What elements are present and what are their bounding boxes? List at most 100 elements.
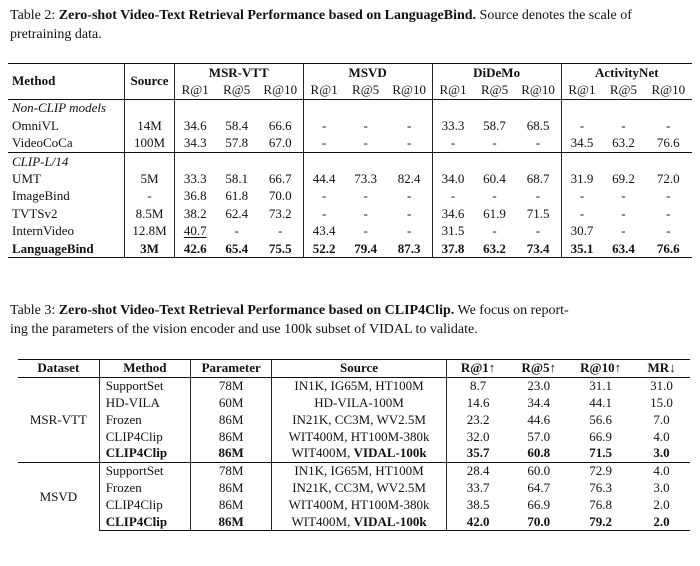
table2-value-cell: -: [560, 117, 603, 135]
table3-row: MSR-VTT SupportSet 78M IN1K, IG65M, HT100M 8…: [18, 377, 690, 427]
table2-value-cell: -: [492, 188, 497, 204]
table2-value-cell: -: [363, 117, 368, 133]
table2-title: Zero-shot Video-Text Retrieval Performan…: [58, 8, 477, 23]
table2-cell: [344, 98, 387, 118]
table3-source-cell: WIT400M, HT100M-380k: [271, 496, 447, 514]
table3-mr-cell: 4.0: [653, 428, 670, 444]
table2-value-cell: 72.0: [656, 171, 680, 187]
table2-value-cell: 31.5: [431, 222, 474, 240]
table3-param-cell: 78M: [190, 461, 272, 480]
table3-param-cell: 86M: [190, 496, 272, 514]
table2-value-cell: 71.5: [526, 205, 550, 221]
table2-header-metric: R@10: [515, 81, 562, 100]
table2-value-cell: 68.7: [526, 171, 550, 187]
table3-header-parameter: Parameter: [190, 359, 272, 378]
table2-cell: [257, 151, 304, 171]
table3-mr-cell: 3.0: [653, 445, 670, 461]
table2-value-cell: -: [302, 187, 345, 206]
table2-source-cell: -: [124, 187, 175, 206]
table2-cell: [215, 151, 258, 171]
table3-r5-cell: 60.0: [509, 461, 569, 480]
table3-r5-cell: 60.8: [527, 445, 551, 461]
table2-cell: [644, 151, 692, 171]
table2-cell: [602, 98, 645, 118]
table2-value-cell: -: [407, 223, 412, 239]
table3-r1-cell: 23.2: [445, 411, 510, 429]
table2-cell: [344, 151, 387, 171]
table3-param-cell: 86M: [190, 444, 272, 463]
table2-value-cell: -: [560, 205, 603, 223]
table3-r10-cell: 31.1: [589, 378, 612, 394]
table3-row: CLIP4Clip 86M WIT400M, HT100M-380k 38.5 66.9…: [18, 496, 690, 514]
table2-header-metric: R@1: [431, 81, 474, 100]
table3-source-cell: WIT400M, VIDAL-100k: [271, 513, 447, 531]
table3-row: CLIP4Clip 86M WIT400M, HT100M-380k 32.0 57.0…: [18, 428, 690, 445]
table2-value-cell: -: [407, 205, 412, 221]
table2-value-cell: -: [535, 223, 541, 239]
table2-cell: [215, 98, 258, 118]
table2-value-cell: -: [535, 135, 541, 151]
table2-value-cell: 70.0: [268, 188, 292, 204]
table2-value-cell: 52.2: [302, 239, 345, 259]
table2-method-cell: OmniVL: [12, 117, 59, 133]
table2-header-metric: R@10: [644, 81, 692, 100]
table3-r1-cell: 14.6: [445, 394, 510, 412]
table2-value-cell: -: [363, 223, 368, 239]
table3-source-highlight: VIDAL-100k: [353, 513, 427, 529]
table2-cell: [515, 98, 562, 118]
table2-value-cell: 66.7: [268, 171, 292, 187]
table3-param-cell: 78M: [190, 377, 272, 395]
table2-cell: [560, 151, 603, 171]
table2-value-cell: 38.2: [173, 205, 216, 223]
table3-header-source: Source: [271, 359, 447, 378]
table2-value-cell: 62.4: [225, 205, 249, 221]
table2-header-metric: R@1: [302, 81, 345, 100]
table2-value-cell: 43.4: [302, 222, 345, 240]
table2-value-cell: -: [302, 117, 345, 135]
table2-value-cell: 79.4: [344, 239, 387, 259]
table2-cell: [644, 98, 692, 118]
table2-value-cell: 35.1: [560, 239, 603, 259]
table3-r10-cell: 76.3: [589, 479, 612, 495]
table2-value-cell: 63.2: [612, 135, 635, 151]
table2-value-cell: -: [666, 188, 671, 204]
table2-value-cell: 44.4: [302, 170, 345, 188]
table2-cell: [431, 98, 474, 118]
table2-cell: [173, 151, 216, 171]
table3-row: Frozen 86M IN21K, CC3M, WV2.5M 33.7 64.7 76.3…: [18, 479, 690, 497]
table3-r10-cell: 66.9: [589, 428, 612, 444]
table2-row: InternVideo 12.8M 40.7 - - 43.4 - - 31.5 - - 30.7 - -: [8, 222, 692, 240]
table3-param-cell: 86M: [190, 479, 272, 497]
table3-source-cell: HD-VILA-100M: [271, 394, 447, 412]
table2-value-cell: 58.7: [483, 117, 506, 133]
table2-value-cell: 68.5: [526, 117, 550, 133]
table3-dataset-cell: MSR-VTT: [29, 411, 87, 427]
table2-value-cell: -: [407, 117, 412, 133]
table3-r1-cell: 35.7: [445, 444, 510, 463]
table2-value-cell: 87.3: [386, 239, 433, 259]
table2-value-cell: 40.7: [173, 222, 216, 240]
table2-header-group: DiDeMo: [431, 63, 562, 82]
table2-cell: [124, 98, 175, 118]
table2-value-cell: -: [302, 205, 345, 223]
table2-section-row: Non-CLIP models: [8, 98, 692, 118]
table3: Dataset Method Parameter Source R@1↑ R@5…: [18, 359, 690, 531]
table2-header-metric: R@5: [602, 81, 645, 100]
table2-row: OmniVL 14M 34.6 58.4 66.6- - -33.3 58.7 68.5- - -: [8, 117, 692, 135]
table3-source-text: WIT400M, HT100M-380k: [288, 428, 430, 444]
table2-section-row: CLIP-L/14: [8, 151, 692, 171]
table3-source-text: WIT400M, HT100M-380k: [288, 496, 430, 512]
table3-header-dataset: Dataset: [18, 359, 100, 378]
table3-source-cell: IN21K, CC3M, WV2.5M: [271, 411, 447, 429]
table2-cell: [386, 98, 433, 118]
table3-header-r1: R@1↑: [445, 359, 510, 378]
table2-header-group: MSVD: [302, 63, 433, 82]
table3-r10-cell: 72.9: [568, 461, 634, 480]
table3-caption-rest: We focus on report-: [457, 303, 569, 318]
table2-source-cell: 12.8M: [124, 222, 175, 240]
table2-value-cell: -: [666, 117, 671, 133]
table2-value-cell: -: [535, 188, 541, 204]
table2-header-metric: R@5: [215, 81, 258, 100]
table3-header-r5: R@5↑: [509, 359, 569, 378]
table3-param-cell: 60M: [190, 394, 272, 412]
